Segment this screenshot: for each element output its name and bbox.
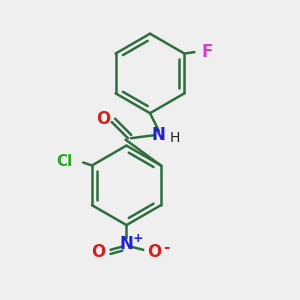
- Text: F: F: [201, 43, 213, 61]
- Text: Cl: Cl: [57, 154, 73, 169]
- Text: O: O: [91, 244, 106, 262]
- Text: O: O: [147, 244, 161, 262]
- Text: +: +: [133, 232, 143, 245]
- Text: N: N: [119, 235, 134, 253]
- Text: O: O: [96, 110, 111, 128]
- Text: N: N: [152, 126, 166, 144]
- Text: -: -: [163, 240, 169, 255]
- Text: H: H: [170, 130, 180, 145]
